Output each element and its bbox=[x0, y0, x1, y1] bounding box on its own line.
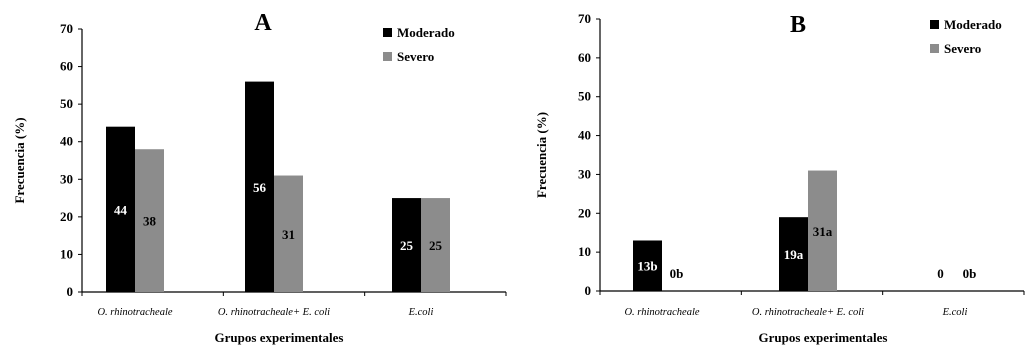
chart-a-y-tick-label: 10 bbox=[60, 246, 73, 261]
chart-b-data-label: 19a bbox=[784, 247, 804, 262]
chart-b-data-label: 0b bbox=[963, 266, 977, 281]
chart-a-bar bbox=[421, 198, 450, 292]
chart-b-category-label: O. rhinotracheale bbox=[624, 307, 699, 318]
chart-a-bar bbox=[274, 175, 303, 292]
chart-a-x-axis-title: Grupos experimentales bbox=[215, 330, 344, 345]
chart-a-svg: 0 10 20 30 40 50 60 70 44 56 25 38 31 25 O. rhinotrach… bbox=[12, 10, 507, 345]
chart-b-legend-swatch bbox=[930, 20, 939, 29]
chart-a-bar bbox=[392, 198, 421, 292]
chart-b-legend-label: Moderado bbox=[944, 17, 1002, 32]
chart-b-title: B bbox=[790, 12, 806, 38]
chart-b-svg: 0 10 20 30 40 50 60 70 13b 19a 0 0b 31a 0b O. rhinotra… bbox=[534, 11, 1025, 345]
chart-a-y-axis-title: Frecuencia (%) bbox=[12, 117, 27, 203]
chart-b-bar bbox=[808, 170, 837, 291]
chart-a-legend-label: Severo bbox=[397, 49, 434, 64]
chart-a-legend-swatch bbox=[383, 52, 392, 61]
chart-a-y-tick-label: 0 bbox=[67, 284, 74, 299]
chart-b-bar bbox=[633, 240, 662, 291]
chart-a-bar bbox=[135, 149, 164, 292]
chart-a-legend-swatch bbox=[383, 28, 392, 37]
chart-a-bar bbox=[245, 81, 274, 292]
chart-a-y-tick-label: 70 bbox=[60, 21, 73, 36]
chart-a-data-label: 25 bbox=[400, 238, 414, 253]
chart-a-legend-label: Moderado bbox=[397, 25, 455, 40]
chart-a-category-label: O. rhinotracheale bbox=[97, 307, 172, 318]
chart-panel-b: 0 10 20 30 40 50 60 70 13b 19a 0 0b 31a 0b O. rhinotra… bbox=[516, 0, 1032, 349]
chart-b-y-tick-label: 60 bbox=[578, 50, 591, 65]
chart-a-data-label: 25 bbox=[429, 238, 443, 253]
chart-a-y-tick-label: 50 bbox=[60, 96, 73, 111]
chart-b-legend-label: Severo bbox=[944, 41, 981, 56]
chart-a-y-tick-label: 20 bbox=[60, 209, 73, 224]
chart-b-category-label: O. rhinotracheale+ E. coli bbox=[752, 307, 864, 318]
chart-a-data-label: 31 bbox=[282, 227, 295, 242]
chart-b-y-tick-label: 30 bbox=[578, 166, 591, 181]
chart-b-x-axis-title: Grupos experimentales bbox=[759, 330, 888, 345]
chart-a-y-tick-label: 30 bbox=[60, 171, 73, 186]
chart-a-data-label: 56 bbox=[253, 180, 267, 195]
chart-a-y-tick-label: 60 bbox=[60, 59, 73, 74]
chart-a-data-label: 44 bbox=[114, 202, 128, 217]
chart-a-category-label: O. rhinotracheale+ E. coli bbox=[218, 307, 330, 318]
chart-b-data-label: 0b bbox=[670, 266, 684, 281]
chart-b-y-tick-label: 20 bbox=[578, 205, 591, 220]
chart-b-data-label: 31a bbox=[813, 224, 833, 239]
chart-panel-a: 0 10 20 30 40 50 60 70 44 56 25 38 31 25 O. rhinotrach… bbox=[12, 10, 507, 345]
chart-b-data-label: 0 bbox=[937, 266, 944, 281]
chart-b-category-label: E.coli bbox=[942, 307, 968, 318]
chart-b-y-tick-label: 70 bbox=[578, 11, 591, 26]
chart-a-data-label: 38 bbox=[143, 214, 157, 229]
chart-a-y-tick-label: 40 bbox=[60, 134, 73, 149]
chart-b-y-tick-label: 40 bbox=[578, 128, 591, 143]
chart-a-bar bbox=[106, 126, 135, 292]
chart-a-category-label: E.coli bbox=[408, 307, 434, 318]
chart-b-y-axis-title: Frecuencia (%) bbox=[534, 112, 549, 198]
chart-a-title: A bbox=[254, 10, 272, 36]
chart-b-y-tick-label: 0 bbox=[585, 283, 592, 298]
chart-b-bar bbox=[779, 217, 808, 291]
chart-b-y-tick-label: 10 bbox=[578, 244, 591, 259]
chart-b-data-label: 13b bbox=[637, 259, 657, 274]
chart-b-y-tick-label: 50 bbox=[578, 89, 591, 104]
chart-b-legend-swatch bbox=[930, 44, 939, 53]
